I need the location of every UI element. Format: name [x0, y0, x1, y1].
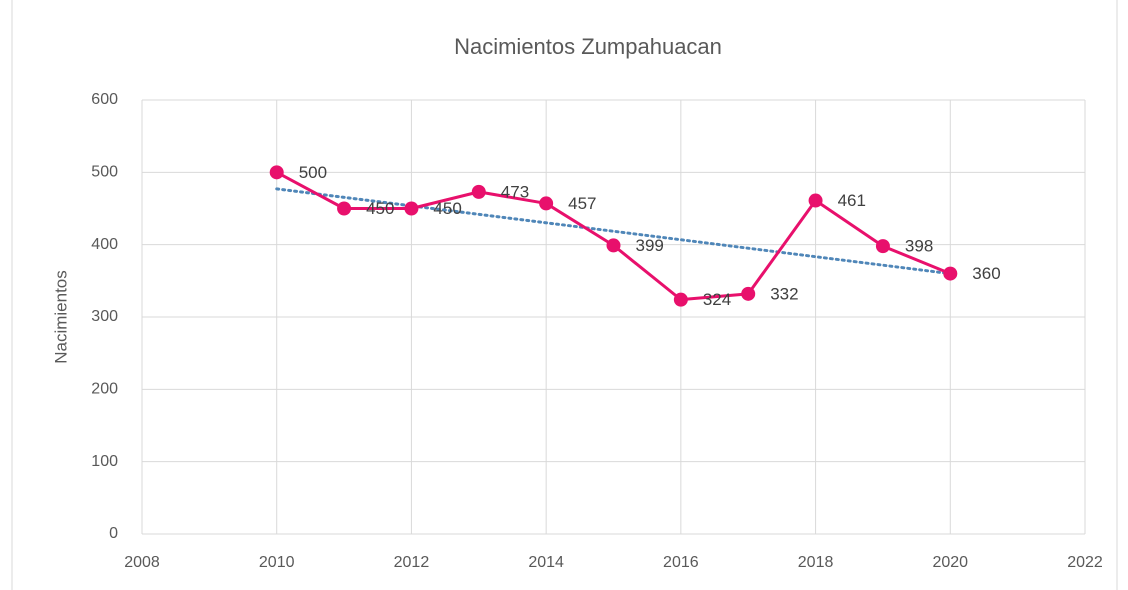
marker: [943, 266, 958, 281]
chart-title: Nacimientos Zumpahuacan: [454, 34, 722, 59]
data-label: 450: [366, 199, 394, 218]
y-axis-label: Nacimientos: [51, 270, 70, 364]
x-tick-label: 2010: [259, 554, 295, 571]
x-tick-label: 2008: [124, 554, 160, 571]
marker: [741, 286, 756, 301]
data-label: 398: [905, 237, 933, 256]
data-label: 360: [972, 264, 1000, 283]
x-tick-label: 2022: [1067, 554, 1103, 571]
marker: [673, 292, 688, 307]
data-label: 324: [703, 290, 731, 309]
y-tick-label: 200: [91, 381, 118, 398]
data-label: 332: [770, 284, 798, 303]
x-tick-label: 2014: [528, 554, 564, 571]
chart-frame: [11, 0, 1118, 590]
marker: [404, 201, 419, 216]
data-label: 450: [433, 199, 461, 218]
y-tick-label: 0: [109, 525, 118, 542]
marker: [337, 201, 352, 216]
data-label: 457: [568, 194, 596, 213]
marker: [808, 193, 823, 208]
marker: [606, 238, 621, 253]
y-tick-label: 400: [91, 236, 118, 253]
data-label: 473: [501, 182, 529, 201]
trendline: [275, 187, 952, 276]
marker: [875, 239, 890, 254]
y-tick-label: 500: [91, 164, 118, 181]
marker: [539, 196, 554, 211]
marker: [471, 184, 486, 199]
x-tick-label: 2012: [394, 554, 430, 571]
data-label: 461: [838, 191, 866, 210]
y-tick-label: 300: [91, 308, 118, 325]
x-tick-label: 2016: [663, 554, 699, 571]
x-tick-label: 2020: [932, 554, 968, 571]
y-tick-label: 600: [91, 91, 118, 108]
marker: [269, 165, 284, 180]
data-label: 399: [636, 236, 664, 255]
y-tick-label: 100: [91, 453, 118, 470]
data-label: 500: [299, 163, 327, 182]
x-tick-label: 2018: [798, 554, 834, 571]
